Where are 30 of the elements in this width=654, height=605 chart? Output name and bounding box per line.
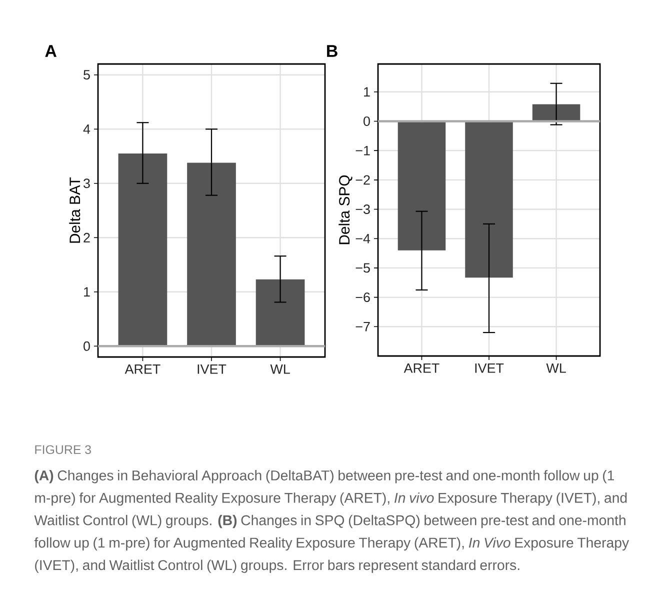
- y-tick-label: −4: [356, 234, 370, 244]
- x-tick-label: IVET: [198, 364, 226, 374]
- x-tick-label: ARET: [124, 364, 160, 374]
- y-tick-label: 0: [364, 116, 370, 126]
- y-tick-label: 5: [84, 70, 90, 80]
- y-tick-label: −7: [356, 322, 370, 332]
- y-axis-title: Delta BAT: [69, 177, 80, 243]
- y-tick-label: 4: [83, 124, 90, 134]
- x-tick-label: IVET: [475, 364, 504, 373]
- y-tick-label: −2: [356, 175, 370, 185]
- y-tick-label: −5: [356, 263, 370, 273]
- bar: [118, 154, 168, 346]
- chart-title: A: [45, 45, 56, 57]
- y-tick-label: 0: [84, 341, 90, 351]
- y-axis-title: Delta SPQ: [338, 175, 352, 244]
- bar: [256, 279, 305, 346]
- y-tick-label: −3: [356, 204, 370, 214]
- y-tick-label: 1: [84, 287, 90, 297]
- y-tick-label: 1: [364, 87, 370, 96]
- y-tick-label: −1: [356, 146, 370, 156]
- y-tick-label: −6: [356, 292, 370, 302]
- x-tick-label: WL: [546, 364, 566, 373]
- x-tick-label: ARET: [404, 364, 440, 373]
- caption: FIGURE 3: [35, 445, 91, 454]
- chart-title: B: [327, 45, 338, 57]
- y-tick-label: 2: [84, 232, 90, 242]
- text: (A) Changes in Behavioral Approach (DeltaBAT) between pre-test and one-month follow up (1 m-pre) for Augmented Reality Exposure Therapy (ARET), In vivo Exposure Therapy (IVET), and Waitlist Control (WL) groups. (B) Changes in SPQ (DeltaSPQ) between pre-test and one-month follow up (1 m-pre) for Augmented Reality Exposure Therapy (ARET), In Vivo Exposure Therapy (IVET), and Waitlist Control (WL) groups. Error bars represent standard errors.: [34, 470, 630, 573]
- bar: [187, 162, 236, 346]
- x-tick-label: WL: [270, 364, 290, 374]
- y-tick-label: 3: [84, 178, 90, 188]
